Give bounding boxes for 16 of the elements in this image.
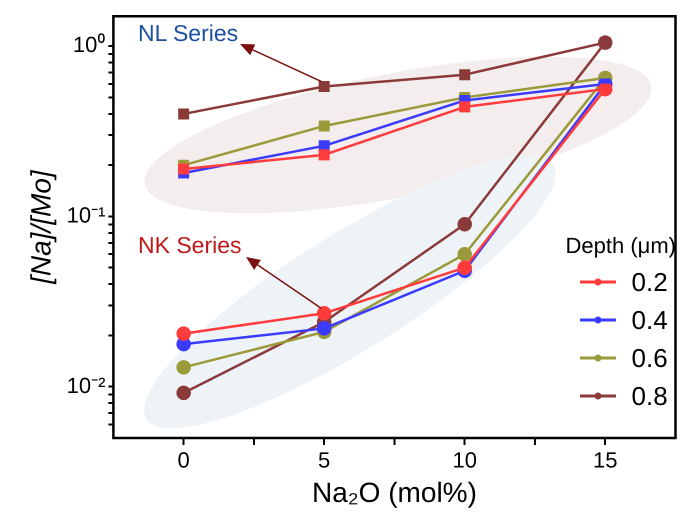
y-tick-label: 10⁻² (66, 372, 106, 398)
y-axis-title: [Na]/[Mo] (26, 169, 57, 285)
x-tick-label: 5 (318, 447, 330, 472)
y-tick-label: 10⁰ (72, 32, 106, 58)
x-tick-label: 0 (178, 447, 190, 472)
legend-label: 0.6 (632, 342, 668, 374)
legend-title: Depth (μm) (566, 233, 676, 259)
x-tick-label: 15 (592, 447, 618, 472)
legend-label: 0.8 (632, 380, 668, 412)
annotation: NK Series (138, 232, 242, 259)
legend-label: 0.2 (632, 266, 668, 298)
y-tick-label: 10⁻¹ (66, 202, 106, 228)
x-tick-label: 10 (452, 447, 477, 472)
legend-label: 0.4 (632, 304, 668, 336)
annotation: NL Series (138, 20, 238, 47)
x-axis-title: Na₂O (mol%) (312, 476, 477, 508)
